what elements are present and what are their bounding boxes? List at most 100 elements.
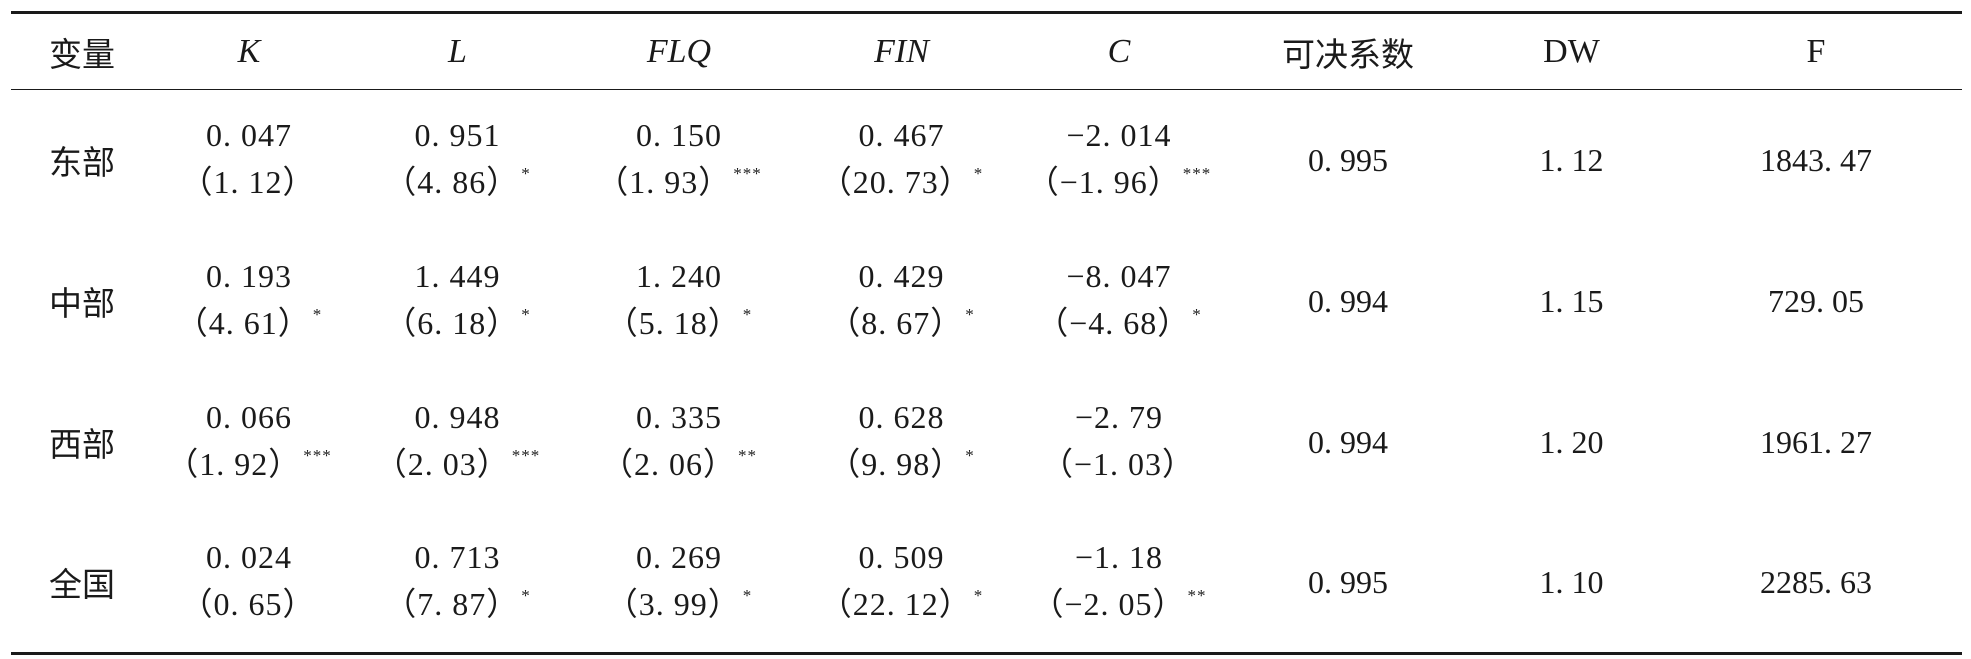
- t-statistic-value: 1. 92: [199, 446, 269, 482]
- row-label: 东部: [49, 143, 115, 183]
- coefficient-value: 0. 628: [858, 399, 945, 435]
- significance-stars: ***: [303, 446, 332, 465]
- significance-stars: **: [738, 446, 758, 465]
- t-statistic-value: −1. 96: [1059, 164, 1148, 201]
- coefficient-value: −8. 047: [1066, 258, 1172, 294]
- f-value: 2285. 63: [1670, 512, 1962, 655]
- t-statistic-value: −4. 68: [1069, 305, 1158, 341]
- significance-stars: *: [521, 305, 531, 324]
- table-row: 东部 0. 047 （1. 12） 0. 951 （4. 86） * 0. 150 （1. 9…: [11, 90, 1962, 231]
- estimate-cell: −2. 79 （−1. 03）: [1015, 372, 1223, 513]
- t-statistic: （−1. 03）: [1040, 445, 1196, 483]
- t-statistic-value: −1. 03: [1073, 446, 1163, 482]
- table-row: 西部 0. 066 （1. 92） *** 0. 948 （2. 03） *** 0. 335…: [11, 372, 1962, 513]
- coefficient-value: 0. 335: [636, 399, 722, 435]
- coefficient-value: 0. 948: [414, 399, 501, 435]
- t-statistic-value: 1. 12: [213, 164, 283, 201]
- f-value: 1961. 27: [1760, 423, 1872, 460]
- coefficient-value: 0. 024: [206, 539, 292, 576]
- coefficient-value: 0. 429: [858, 258, 945, 294]
- coefficient-value: 0. 047: [206, 117, 292, 154]
- estimate-cell: 0. 066 （1. 92） ***: [153, 372, 345, 513]
- significance-stars: ***: [1182, 164, 1212, 184]
- significance-stars: *: [521, 164, 531, 184]
- significance-stars: *: [312, 305, 323, 324]
- t-statistic: （0. 65）: [180, 585, 316, 624]
- table-row: 全国 0. 024 （0. 65） 0. 713 （7. 87） * 0. 269 （3. 9…: [11, 512, 1962, 655]
- estimate-cell: 0. 429 （8. 67） *: [788, 231, 1015, 372]
- header-variable: 变量: [11, 11, 153, 90]
- t-statistic: （2. 06） **: [600, 445, 758, 483]
- t-statistic-value: 5. 18: [638, 305, 708, 341]
- coefficient-value: 0. 713: [414, 539, 501, 576]
- t-statistic: （20. 73） *: [819, 163, 984, 202]
- coefficient-value: 0. 509: [858, 539, 945, 576]
- row-label: 全国: [11, 512, 153, 655]
- significance-stars: *: [965, 305, 975, 324]
- t-statistic: （3. 99） *: [605, 585, 753, 624]
- significance-stars: *: [521, 586, 531, 606]
- estimate-cell: 0. 948 （2. 03） ***: [345, 372, 570, 513]
- dw-value: 1. 15: [1539, 282, 1604, 319]
- coefficient-value: 1. 449: [414, 258, 501, 294]
- header-fin: FIN: [788, 11, 1015, 90]
- t-statistic-value: 6. 18: [417, 305, 487, 341]
- coefficient-value: 0. 467: [858, 117, 945, 154]
- dw-value: 1. 12: [1539, 141, 1604, 178]
- f-value: 729. 05: [1768, 282, 1864, 319]
- estimate-cell: 0. 269 （3. 99） *: [570, 512, 788, 655]
- f-value: 1843. 47: [1760, 141, 1872, 178]
- estimate-cell: 0. 509 （22. 12） *: [788, 512, 1015, 655]
- r-squared-value: 0. 995: [1223, 512, 1473, 655]
- t-statistic-value: 2. 06: [634, 446, 703, 482]
- t-statistic-value: −2. 05: [1064, 586, 1153, 623]
- t-statistic-value: 2. 03: [407, 446, 477, 482]
- dw-value: 1. 10: [1473, 512, 1670, 655]
- estimate-cell: 0. 335 （2. 06） **: [570, 372, 788, 513]
- estimate-cell: −1. 18 （−2. 05） **: [1015, 512, 1223, 655]
- header-k: K: [153, 11, 345, 90]
- row-label: 中部: [49, 284, 115, 323]
- header-row: 变量 K L FLQ FIN C 可决系数 DW F: [11, 11, 1962, 90]
- t-statistic: （−4. 68） *: [1036, 304, 1202, 342]
- t-statistic-value: 7. 87: [417, 586, 487, 623]
- estimate-cell: 0. 024 （0. 65）: [153, 512, 345, 655]
- coefficient-value: −2. 79: [1074, 399, 1164, 435]
- t-statistic: （4. 86） *: [384, 163, 531, 202]
- t-statistic-value: 3. 99: [638, 586, 708, 623]
- significance-stars: ***: [511, 446, 541, 465]
- estimate-cell: 1. 240 （5. 18） *: [570, 231, 788, 372]
- t-statistic: （8. 67） *: [828, 304, 975, 342]
- t-statistic-value: 8. 67: [861, 305, 931, 341]
- t-statistic: （1. 93） ***: [596, 163, 762, 202]
- t-statistic: （22. 12） *: [819, 585, 984, 624]
- header-l: L: [345, 11, 570, 90]
- estimate-cell: 0. 193 （4. 61） *: [153, 231, 345, 372]
- r-squared-value: 0. 994: [1308, 282, 1388, 319]
- coefficient-value: 0. 269: [636, 539, 722, 576]
- t-statistic-value: 4. 61: [208, 305, 278, 341]
- dw-value: 1. 20: [1539, 423, 1604, 460]
- estimate-cell: 0. 150 （1. 93） ***: [570, 90, 788, 231]
- estimate-cell: 0. 713 （7. 87） *: [345, 512, 570, 655]
- coefficient-value: −1. 18: [1074, 539, 1164, 576]
- coefficient-value: −2. 014: [1066, 117, 1172, 154]
- header-c: C: [1015, 11, 1223, 90]
- significance-stars: ***: [733, 164, 762, 184]
- significance-stars: **: [1187, 586, 1207, 606]
- coefficient-value: 1. 240: [636, 258, 722, 294]
- header-flq: FLQ: [570, 11, 788, 90]
- r-squared-value: 0. 995: [1308, 141, 1388, 178]
- estimate-cell: 0. 628 （9. 98） *: [788, 372, 1015, 513]
- t-statistic-value: 9. 98: [861, 446, 931, 482]
- header-dw: DW: [1473, 11, 1670, 90]
- header-f: F: [1670, 11, 1962, 90]
- coefficient-value: 0. 193: [206, 258, 292, 294]
- t-statistic: （1. 12）: [180, 163, 316, 202]
- regression-table: 变量 K L FLQ FIN C 可决系数 DW F 东部 0. 047 （1. 1…: [11, 11, 1962, 655]
- significance-stars: *: [1192, 305, 1202, 324]
- row-label: 西部: [49, 425, 115, 464]
- coefficient-value: 0. 951: [414, 117, 501, 154]
- significance-stars: *: [973, 164, 984, 184]
- t-statistic-value: 22. 12: [852, 586, 939, 623]
